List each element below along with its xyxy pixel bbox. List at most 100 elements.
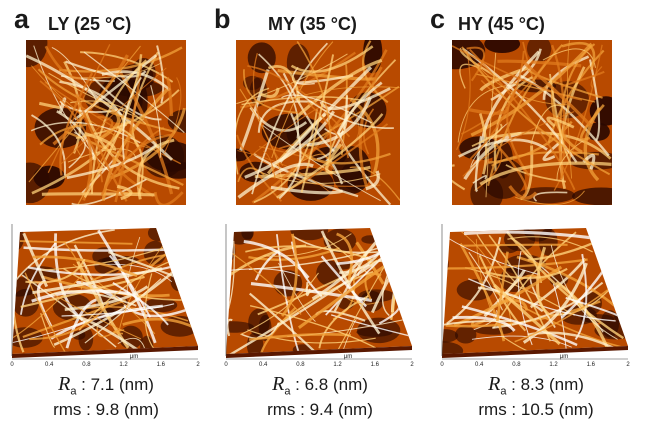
afm-fiber xyxy=(452,45,583,101)
afm-fiber xyxy=(458,138,548,158)
afm-fiber xyxy=(542,55,590,100)
afm-fiber xyxy=(80,51,174,83)
surface-ridge xyxy=(452,315,516,332)
ra-subscript: a xyxy=(284,385,291,398)
surface-valley xyxy=(12,288,39,317)
surface-ridge xyxy=(29,302,110,341)
afm-fiber xyxy=(116,184,133,201)
afm-fiber xyxy=(253,109,318,204)
surface-valley xyxy=(140,335,154,354)
afm-fiber xyxy=(68,131,86,169)
afm-fiber xyxy=(306,101,349,159)
afm-fiber xyxy=(83,51,185,134)
surface-texture xyxy=(12,228,198,354)
afm-fiber xyxy=(508,185,538,200)
afm-fiber xyxy=(100,133,175,196)
surface-ridge xyxy=(249,292,320,354)
afm-fiber xyxy=(302,153,329,162)
surface-ridge xyxy=(245,245,373,261)
surface-ridge xyxy=(311,240,378,301)
afm-fiber xyxy=(490,48,542,102)
afm-fiber xyxy=(257,100,315,133)
surface-ridge xyxy=(32,255,138,278)
afm-fiber xyxy=(469,50,525,160)
surface-ridge xyxy=(493,283,561,346)
afm-fiber xyxy=(165,76,174,117)
x-tick-label: 1.2 xyxy=(119,362,128,366)
surface-valley xyxy=(170,269,189,292)
surface-edge xyxy=(12,346,198,358)
afm-fiber xyxy=(292,176,381,187)
surface-valley xyxy=(175,259,191,273)
x-tick-label: 0.8 xyxy=(82,362,91,366)
x-tick-label: 0.8 xyxy=(512,362,521,366)
x-tick-label: 1.6 xyxy=(587,362,596,366)
afm-2d-fibers xyxy=(452,40,612,205)
afm-2d-image xyxy=(26,40,186,205)
surface-ridge xyxy=(507,236,593,253)
surface-ridge xyxy=(81,306,189,322)
surface-ridge xyxy=(297,260,393,329)
x-tick-label: 0 xyxy=(224,362,228,366)
surface-ridge xyxy=(597,235,606,248)
surface-ridge xyxy=(305,281,311,297)
afm-fiber xyxy=(236,134,283,202)
afm-fiber xyxy=(456,50,471,151)
afm-3d-plot: 0 0.4 0.8 1.2 1.6 2 μm xyxy=(10,224,200,368)
afm-fiber xyxy=(506,88,530,177)
surface-ridge xyxy=(462,243,568,247)
surface-valley xyxy=(226,321,255,333)
surface-valley xyxy=(454,326,477,344)
afm-3d-surface: 0 0.4 0.8 1.2 1.6 2 μm xyxy=(436,218,632,368)
surface-ridge xyxy=(459,242,506,342)
afm-fiber xyxy=(515,190,585,205)
surface-ridge xyxy=(240,272,319,336)
afm-fiber xyxy=(59,72,94,176)
afm-2d-fibers xyxy=(236,40,400,205)
afm-fiber xyxy=(56,110,96,161)
surface-ridge xyxy=(335,286,380,305)
ra-symbol: R xyxy=(58,373,71,395)
afm-fiber xyxy=(278,66,373,163)
panel-title: MY (35 °C) xyxy=(268,14,357,34)
afm-fiber xyxy=(363,108,375,155)
rms-line: rms : 10.5 (nm) xyxy=(478,400,594,419)
panel-title: HY (45 °C) xyxy=(458,14,545,34)
afm-fiber xyxy=(462,111,575,177)
afm-fiber xyxy=(553,44,603,191)
ra-value: : 7.1 (nm) xyxy=(76,375,154,394)
surface-ridge xyxy=(364,273,382,300)
afm-fiber xyxy=(292,58,383,121)
surface-valley xyxy=(474,325,514,335)
x-tick-label: 1.2 xyxy=(333,362,342,366)
surface-ridge xyxy=(50,304,163,340)
afm-fiber xyxy=(58,97,67,114)
surface-ridge xyxy=(113,329,125,335)
surface-valley xyxy=(594,232,623,256)
surface-ridge xyxy=(64,285,149,311)
afm-fiber xyxy=(259,87,280,99)
afm-fiber xyxy=(41,192,156,197)
afm-fiber xyxy=(474,147,503,192)
afm-fiber xyxy=(59,46,183,73)
surface-ridge xyxy=(97,229,157,344)
surface-ridge xyxy=(485,267,568,279)
afm-fiber xyxy=(530,104,564,145)
panel-a: a LY (25 °C) 0 0.4 0.8 1.2 1.6 2 μm Ra : 7.1 (… xyxy=(0,0,210,436)
afm-fiber xyxy=(236,87,270,175)
afm-fiber xyxy=(278,112,302,200)
surface-ridge xyxy=(27,263,179,276)
rms-line: rms : 9.8 (nm) xyxy=(53,400,159,419)
ra-value: : 6.8 (nm) xyxy=(290,375,368,394)
afm-fiber xyxy=(122,76,142,165)
afm-3d-surface: 0 0.4 0.8 1.2 1.6 2 μm xyxy=(220,218,416,368)
surface-texture xyxy=(442,228,628,354)
x-tick-label: 0.4 xyxy=(259,362,268,366)
afm-fiber xyxy=(44,45,82,80)
afm-fiber xyxy=(296,90,394,129)
surface-ridge xyxy=(552,283,568,353)
surface-ridge xyxy=(243,240,310,279)
surface-ridge xyxy=(468,278,616,322)
afm-fiber xyxy=(91,76,162,121)
surface-valley xyxy=(361,235,379,244)
